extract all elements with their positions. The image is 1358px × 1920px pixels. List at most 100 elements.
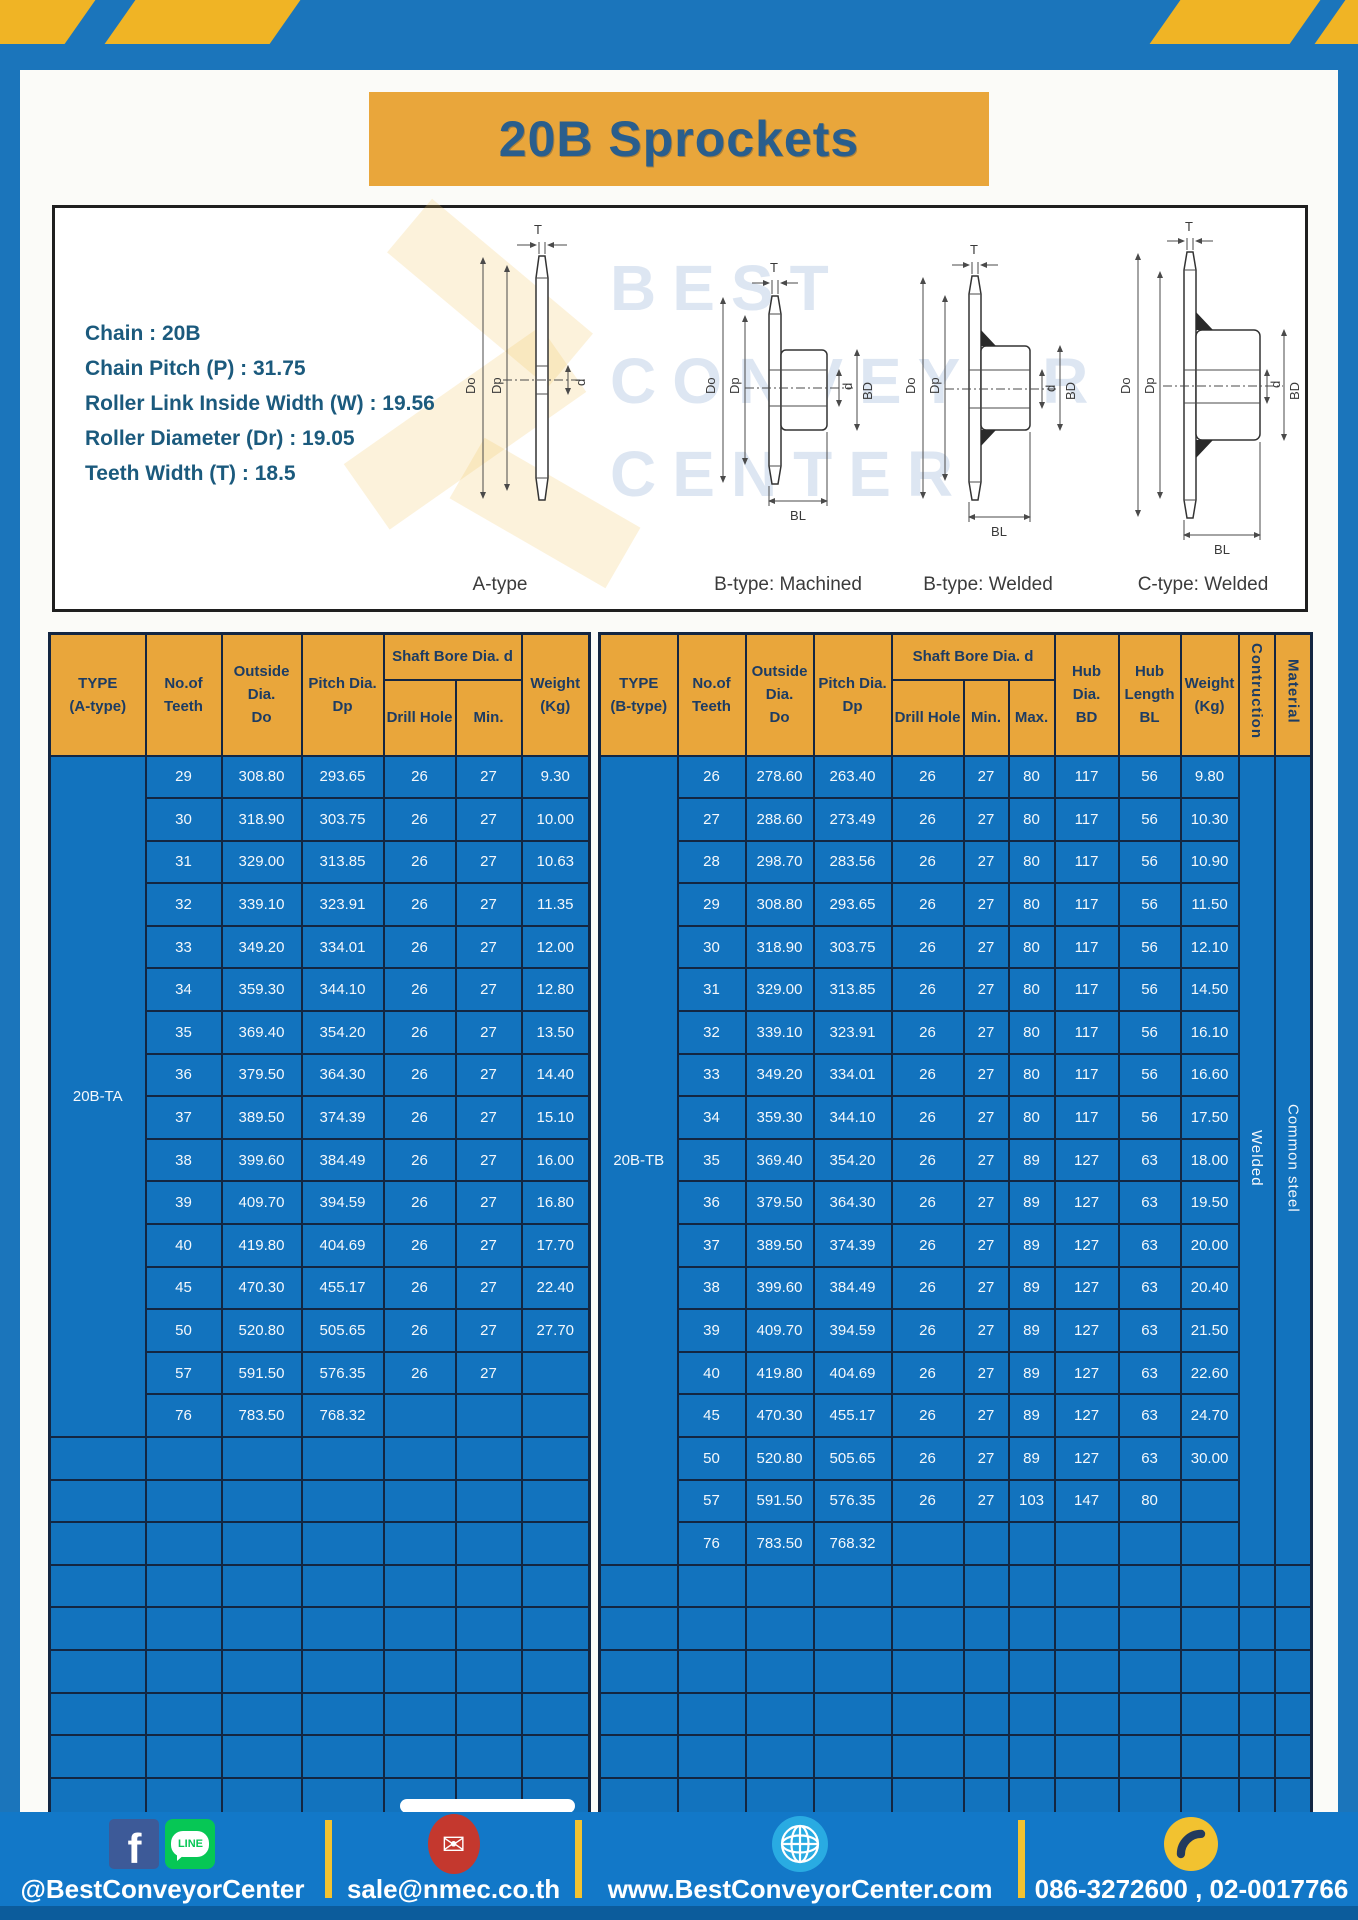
value-cell: 27 bbox=[962, 967, 1010, 1013]
value-cell: 27 bbox=[454, 754, 523, 800]
value-cell: 26 bbox=[382, 967, 457, 1013]
empty-cell bbox=[744, 1734, 815, 1779]
value-cell: 127 bbox=[1053, 1350, 1120, 1396]
teeth-cell: 38 bbox=[144, 1137, 223, 1183]
teeth-cell: 45 bbox=[144, 1265, 223, 1311]
value-cell: 89 bbox=[1007, 1137, 1056, 1183]
value-cell: 394.59 bbox=[300, 1180, 385, 1226]
empty-cell bbox=[1117, 1734, 1182, 1779]
value-cell: 63 bbox=[1117, 1137, 1182, 1183]
empty-cell bbox=[1117, 1563, 1182, 1609]
value-cell: 768.32 bbox=[812, 1521, 893, 1566]
col-header-drill-hole: Drill Hole bbox=[890, 678, 965, 757]
empty-cell bbox=[382, 1521, 457, 1566]
value-cell: 288.60 bbox=[744, 797, 815, 842]
construction-cell-text: Welded bbox=[1248, 1129, 1266, 1187]
empty-cell bbox=[1053, 1648, 1120, 1694]
table-row: 34 359.30 344.10 26 27 12.80 bbox=[50, 967, 591, 1013]
value-cell: 26 bbox=[382, 1265, 457, 1311]
empty-cell bbox=[520, 1734, 591, 1779]
value-cell: 399.60 bbox=[744, 1265, 815, 1311]
value-cell: 9.80 bbox=[1179, 754, 1240, 800]
yellow-stripe bbox=[104, 0, 301, 44]
value-cell: 26 bbox=[890, 1308, 965, 1353]
value-cell: 127 bbox=[1053, 1137, 1120, 1183]
table-row: 37 389.50 374.39 26 27 89 127 63 20.00 bbox=[600, 1223, 1312, 1268]
value-cell: 409.70 bbox=[220, 1180, 303, 1226]
empty-cell bbox=[220, 1563, 303, 1609]
teeth-cell: 39 bbox=[676, 1308, 747, 1353]
empty-cell bbox=[1179, 1691, 1240, 1737]
value-cell bbox=[1007, 1521, 1056, 1566]
value-cell: 344.10 bbox=[812, 1095, 893, 1140]
empty-table-row bbox=[598, 1691, 1313, 1737]
value-cell: 409.70 bbox=[744, 1308, 815, 1353]
value-cell: 26 bbox=[890, 839, 965, 885]
value-cell: 117 bbox=[1053, 1095, 1120, 1140]
value-cell: 26 bbox=[382, 1308, 457, 1353]
value-cell: 783.50 bbox=[744, 1521, 815, 1566]
facebook-icon: f bbox=[109, 1819, 160, 1870]
empty-table-row bbox=[48, 1734, 591, 1779]
value-cell: 27 bbox=[962, 1137, 1010, 1183]
value-cell bbox=[962, 1521, 1010, 1566]
value-cell: 16.60 bbox=[1179, 1052, 1240, 1098]
phone-text: 086-3272600 , 02-0017766 bbox=[1034, 1874, 1349, 1904]
material-cell-text: Common steel bbox=[1284, 1103, 1302, 1213]
teeth-cell: 27 bbox=[676, 797, 747, 842]
empty-cell bbox=[382, 1563, 457, 1609]
empty-cell bbox=[520, 1648, 591, 1694]
empty-cell bbox=[454, 1521, 523, 1566]
empty-cell bbox=[144, 1606, 223, 1651]
value-cell: 26 bbox=[890, 924, 965, 970]
value-cell: 26 bbox=[890, 1393, 965, 1438]
footer-email-section: ✉ sale@nmec.co.th bbox=[332, 1812, 575, 1906]
value-cell: 89 bbox=[1007, 1223, 1056, 1268]
teeth-cell: 36 bbox=[676, 1180, 747, 1226]
value-cell: 505.65 bbox=[812, 1436, 893, 1481]
empty-cell bbox=[1273, 1648, 1313, 1694]
value-cell: 399.60 bbox=[220, 1137, 303, 1183]
value-cell: 344.10 bbox=[300, 967, 385, 1013]
col-header-pitch-dia: Pitch Dia. Dp bbox=[300, 632, 385, 757]
teeth-cell: 30 bbox=[676, 924, 747, 970]
value-cell: 56 bbox=[1117, 924, 1182, 970]
value-cell: 27 bbox=[454, 1010, 523, 1055]
value-cell: 384.49 bbox=[300, 1137, 385, 1183]
value-cell: 16.80 bbox=[520, 1180, 591, 1226]
value-cell: 63 bbox=[1117, 1436, 1182, 1481]
value-cell: 303.75 bbox=[300, 797, 385, 842]
value-cell: 27 bbox=[962, 1095, 1010, 1140]
col-header-hub-length: Hub Length BL bbox=[1117, 632, 1182, 757]
empty-cell bbox=[1273, 1606, 1313, 1651]
table-row: 45 470.30 455.17 26 27 89 127 63 24.70 bbox=[600, 1393, 1312, 1438]
empty-cell bbox=[520, 1478, 591, 1524]
spec-line: Roller Link Inside Width (W) : 19.56 bbox=[85, 392, 435, 415]
value-cell: 354.20 bbox=[812, 1137, 893, 1183]
value-cell: 56 bbox=[1117, 1010, 1182, 1055]
col-header-max: Max. bbox=[1007, 678, 1056, 757]
footer-divider bbox=[1018, 1820, 1025, 1898]
value-cell: 89 bbox=[1007, 1436, 1056, 1481]
b-type-spec-table: TYPE (B-type) No.of Teeth Outside Dia. D… bbox=[598, 632, 1314, 1823]
value-cell: 80 bbox=[1007, 797, 1056, 842]
teeth-cell: 34 bbox=[676, 1095, 747, 1140]
value-cell: 80 bbox=[1007, 1052, 1056, 1098]
email-text: sale@nmec.co.th bbox=[346, 1874, 561, 1904]
b-table-header: TYPE (B-type) No.of Teeth Outside Dia. D… bbox=[598, 632, 1313, 757]
empty-cell bbox=[144, 1521, 223, 1566]
value-cell: 117 bbox=[1053, 797, 1120, 842]
empty-cell bbox=[144, 1648, 223, 1694]
empty-cell bbox=[962, 1648, 1010, 1694]
yellow-stripe bbox=[1314, 0, 1358, 44]
empty-cell bbox=[520, 1691, 591, 1737]
value-cell: 16.00 bbox=[520, 1137, 591, 1183]
teeth-cell: 50 bbox=[676, 1436, 747, 1481]
empty-cell bbox=[962, 1691, 1010, 1737]
value-cell: 26 bbox=[382, 1223, 457, 1268]
empty-table-row bbox=[598, 1606, 1313, 1651]
empty-cell bbox=[48, 1521, 147, 1566]
value-cell: 117 bbox=[1053, 754, 1120, 800]
table-row: 32 339.10 323.91 26 27 11.35 bbox=[50, 882, 591, 927]
value-cell: 591.50 bbox=[220, 1350, 303, 1396]
